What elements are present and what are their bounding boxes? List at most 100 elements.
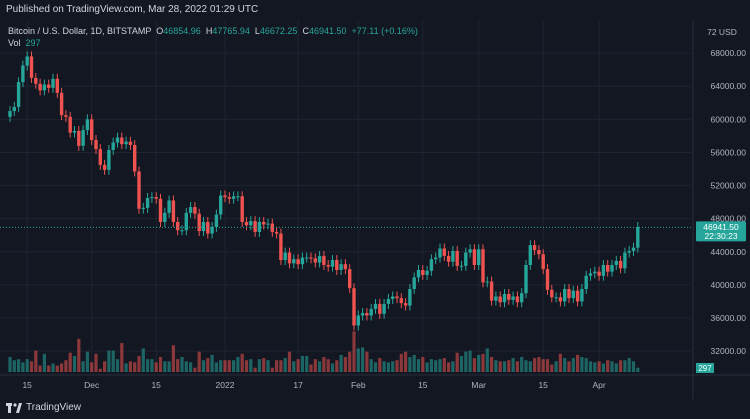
candle xyxy=(266,223,270,225)
volume-bar xyxy=(279,360,283,372)
candle xyxy=(283,252,287,261)
candle xyxy=(120,137,124,145)
candle xyxy=(558,297,563,302)
volume-bar xyxy=(270,367,274,372)
candle xyxy=(593,271,597,274)
x-tick-label: 15 xyxy=(418,380,428,390)
volume-bar xyxy=(17,359,21,372)
volume-bar xyxy=(343,357,347,372)
x-tick-label: Mar xyxy=(471,380,486,390)
volume-bar xyxy=(103,361,107,372)
volume-bar xyxy=(588,361,593,372)
candle xyxy=(236,196,240,198)
volume-bar xyxy=(580,357,584,372)
candle xyxy=(85,119,90,131)
volume-bar xyxy=(490,357,494,372)
volume-bar xyxy=(330,363,335,372)
candle xyxy=(124,141,128,145)
candle xyxy=(309,257,313,259)
tradingview-logo-icon xyxy=(6,402,22,413)
volume-bar xyxy=(8,357,12,372)
volume-bar xyxy=(313,359,317,372)
volume-bar xyxy=(408,357,412,372)
volume-bar xyxy=(167,361,171,372)
candle xyxy=(528,245,532,266)
candle xyxy=(365,313,369,316)
volume-bar xyxy=(373,362,378,372)
candle xyxy=(223,195,227,198)
candle xyxy=(541,254,545,270)
candle xyxy=(537,250,541,255)
volume-bar xyxy=(283,358,287,372)
candle xyxy=(472,249,477,266)
candle xyxy=(279,233,283,261)
volume-bar xyxy=(90,362,94,372)
candle xyxy=(391,296,395,299)
candle xyxy=(287,252,292,264)
volume-bar xyxy=(171,345,175,372)
volume-bar xyxy=(558,353,562,372)
ohlc-legend: Bitcoin / U.S. Dollar, 1D, BITSTAMP O468… xyxy=(8,26,418,36)
volume-bar xyxy=(455,352,459,372)
candle xyxy=(167,200,171,213)
candle xyxy=(171,200,176,222)
y-tick-label: 60000.00 xyxy=(711,114,747,124)
volume-bar xyxy=(150,359,154,372)
volume-bar xyxy=(468,350,472,372)
volume-bar xyxy=(262,358,266,372)
candle xyxy=(296,259,300,265)
volume-bar xyxy=(606,360,610,372)
chart-area[interactable]: 72 USD 32000.00 36000.00 40000.00 44000.00 48… xyxy=(0,20,750,399)
volume-bar xyxy=(563,358,567,372)
volume-bar xyxy=(72,355,77,372)
volume-bar xyxy=(472,358,476,372)
candle xyxy=(425,270,429,275)
candle xyxy=(90,119,94,141)
candle xyxy=(421,269,425,275)
candle xyxy=(455,250,459,266)
candle xyxy=(395,296,399,299)
candle xyxy=(115,137,120,143)
candle xyxy=(408,289,412,306)
volume-bar xyxy=(201,360,206,372)
volume-bar xyxy=(485,348,489,372)
candle xyxy=(180,230,184,232)
volume-bar xyxy=(365,351,369,372)
candlestick-chart[interactable]: 72 USD 32000.00 36000.00 40000.00 44000.00 48… xyxy=(0,20,750,399)
candle xyxy=(313,258,317,263)
volume-bar xyxy=(120,343,124,372)
candle xyxy=(42,84,47,91)
candle xyxy=(145,197,150,208)
candle xyxy=(12,106,16,112)
volume-bar xyxy=(249,359,253,372)
candle xyxy=(47,84,51,88)
candle xyxy=(29,56,34,78)
low-value: 46672.25 xyxy=(259,26,298,36)
volume-bar xyxy=(524,360,528,372)
candle xyxy=(631,247,636,251)
x-tick-label: 15 xyxy=(22,380,32,390)
countdown-label: 22:30:23 xyxy=(704,231,737,241)
candle xyxy=(623,252,627,269)
volume-bar xyxy=(68,352,72,372)
candle xyxy=(51,78,55,88)
volume-bar xyxy=(421,357,425,372)
tradingview-brand[interactable]: TradingView xyxy=(6,402,81,413)
volume-bar xyxy=(352,331,356,372)
volume-bar xyxy=(502,361,507,372)
candle xyxy=(563,289,567,302)
volume-bar xyxy=(77,338,81,372)
volume-bar xyxy=(571,358,575,372)
candle xyxy=(262,221,266,225)
volume-bar xyxy=(356,348,360,372)
candle xyxy=(464,252,468,266)
candle xyxy=(588,273,593,276)
x-tick-label: Apr xyxy=(592,380,605,390)
volume-bar xyxy=(348,351,352,372)
volume-bar xyxy=(12,360,16,372)
y-tick-label: 36000.00 xyxy=(711,313,747,323)
volume-bar xyxy=(507,360,511,372)
volume-bar xyxy=(404,351,408,372)
candle xyxy=(81,130,85,146)
y-tick-label: 56000.00 xyxy=(711,147,747,157)
